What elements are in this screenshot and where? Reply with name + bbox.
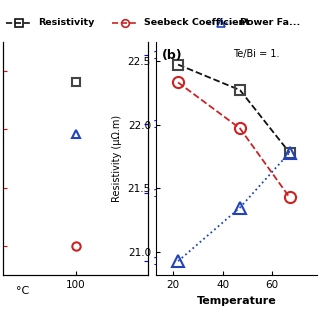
Y-axis label: Resistivity (μΩ.m): Resistivity (μΩ.m) — [112, 115, 122, 202]
Text: Seebeck Coefficient: Seebeck Coefficient — [144, 18, 250, 28]
X-axis label: Temperature: Temperature — [196, 296, 276, 306]
Text: °C: °C — [16, 286, 29, 296]
Text: Te/Bi = 1.: Te/Bi = 1. — [233, 49, 280, 59]
Text: Power Fa...: Power Fa... — [240, 18, 300, 28]
Text: (b): (b) — [162, 49, 183, 62]
Text: Resistivity: Resistivity — [38, 18, 95, 28]
Y-axis label: Power Factor (mW/m.K²): Power Factor (mW/m.K²) — [172, 104, 181, 213]
